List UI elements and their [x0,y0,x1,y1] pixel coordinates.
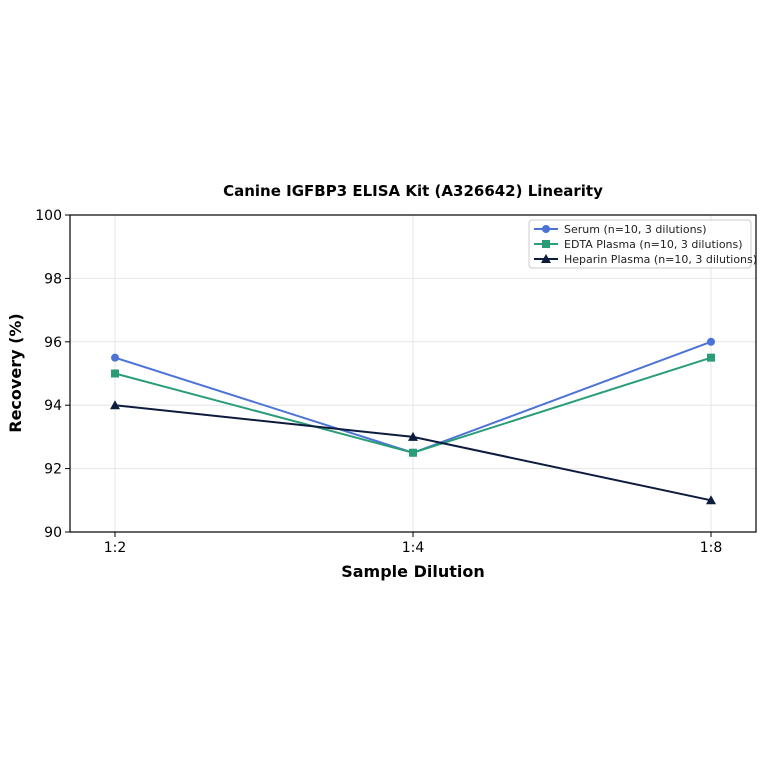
y-axis-label: Recovery (%) [6,313,25,432]
legend-marker [541,254,551,263]
data-point [111,353,119,362]
legend-item: Serum (n=10, 3 dilutions) [534,223,707,236]
y-tick-label: 94 [44,398,62,414]
legend: Serum (n=10, 3 dilutions) EDTA Plasma (n=… [528,219,757,269]
legend-item: EDTA Plasma (n=10, 3 dilutions) [534,238,743,251]
data-point [707,353,715,362]
series-2 [110,400,716,505]
x-tick-label: 1:2 [104,540,127,556]
legend-marker [542,225,550,233]
y-tick-label: 96 [44,335,62,351]
x-tick-label: 1:4 [402,540,425,556]
legend-box [528,219,752,269]
y-tick-label: 100 [35,208,62,224]
legend-label: Serum (n=10, 3 dilutions) [564,223,707,236]
tick-layer: 90 92 94 96 98 100 1:2 1:4 1:8 [35,208,722,556]
legend-label: Heparin Plasma (n=10, 3 dilutions) [564,253,757,266]
legend-marker [542,240,550,248]
chart-title: Canine IGFBP3 ELISA Kit (A326642) Linear… [223,182,603,200]
legend-label: EDTA Plasma (n=10, 3 dilutions) [564,238,743,251]
series-1 [111,353,715,457]
data-point [706,495,716,505]
data-point [409,448,417,457]
data-point [111,369,119,378]
legend-item: Heparin Plasma (n=10, 3 dilutions) [534,253,757,266]
data-point [408,431,418,441]
y-tick-label: 92 [44,462,62,478]
x-tick-label: 1:8 [700,540,723,556]
data-point [707,337,715,346]
series-layer [110,337,716,505]
x-axis-label: Sample Dilution [341,562,485,581]
y-tick-label: 90 [44,525,62,541]
data-point [110,400,120,410]
y-tick-label: 98 [44,271,62,287]
